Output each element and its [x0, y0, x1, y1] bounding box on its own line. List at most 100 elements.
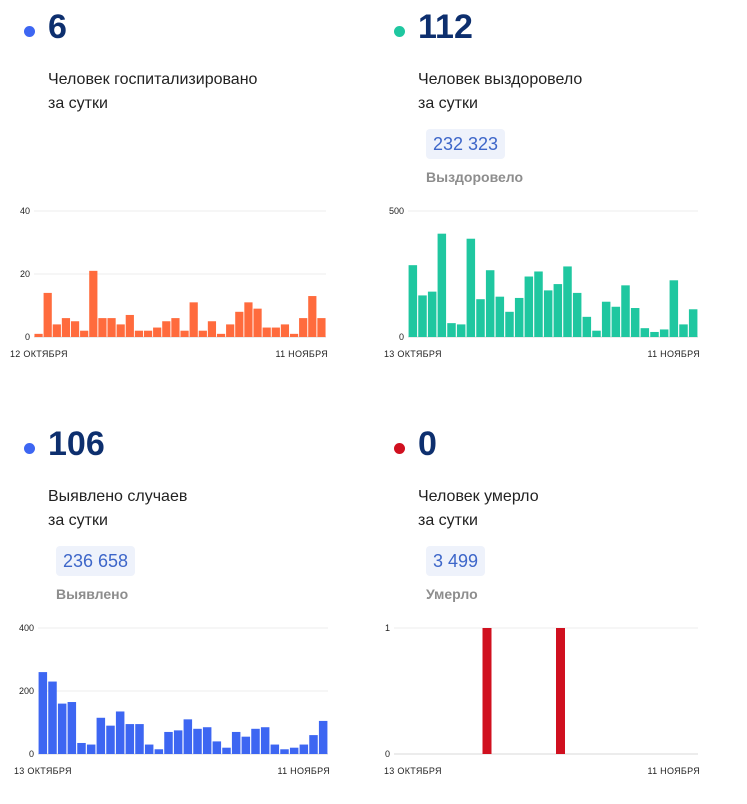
bar [153, 327, 162, 337]
bar [262, 327, 271, 337]
x-start-date-label: 13 ОКТЯБРЯ [14, 766, 72, 776]
recovered-total-badge: 232 323 [426, 129, 506, 159]
bar [679, 324, 688, 337]
bar [135, 724, 144, 754]
bar [418, 295, 427, 337]
bar [270, 744, 280, 754]
bar [621, 285, 630, 337]
bar [437, 233, 447, 337]
legend-dot [394, 26, 405, 37]
bar [207, 321, 217, 337]
bar [556, 628, 565, 754]
deaths-count: 0 [418, 425, 437, 463]
bar [43, 292, 52, 337]
bar [669, 280, 679, 337]
bar [260, 727, 270, 754]
hospitalized-caption: Человек госпитализировано за сутки [48, 71, 258, 112]
recovered-caption: Человек выздоровело за сутки [418, 71, 583, 112]
bar [171, 318, 180, 337]
bar [427, 291, 437, 337]
deaths-caption: Человек умерло за сутки [418, 488, 539, 529]
bar [251, 728, 260, 754]
bar [106, 725, 115, 754]
y-tick-label: 200 [19, 686, 34, 696]
bar [52, 324, 61, 337]
bar [193, 728, 202, 754]
bar [202, 727, 212, 754]
deaths-total-badge: 3 499 [426, 546, 486, 576]
bar [650, 331, 659, 337]
bar [226, 324, 235, 337]
cases-total-label: Выявлено [56, 586, 129, 602]
bar [563, 266, 572, 337]
recovered-chart: 0 500 13 ОКТЯБРЯ 11 НОЯБРЯ [384, 206, 700, 359]
bar [180, 330, 189, 337]
bar [514, 297, 524, 337]
bar [143, 330, 153, 337]
bar [67, 702, 77, 754]
bar [495, 296, 505, 337]
hospitalized-chart: 0 20 40 12 ОКТЯБРЯ 11 НОЯБРЯ [10, 206, 328, 359]
bar [572, 292, 582, 337]
bar [86, 744, 96, 754]
bar [98, 318, 107, 337]
x-start-date-label: 13 ОКТЯБРЯ [384, 766, 442, 776]
bar [216, 333, 226, 337]
bar [630, 308, 640, 337]
y-tick-label: 20 [20, 269, 30, 279]
bar [592, 330, 601, 337]
y-tick-label: 0 [385, 749, 390, 759]
bar [485, 270, 495, 337]
bar [582, 316, 592, 337]
legend-dot [24, 443, 35, 454]
bar [198, 330, 207, 337]
bar [640, 328, 650, 337]
bar [235, 311, 244, 337]
bar [601, 301, 611, 337]
bar [231, 731, 241, 754]
y-tick-label: 40 [20, 206, 30, 216]
hospitalized-count: 6 [48, 8, 67, 46]
cases-total-badge: 236 658 [56, 546, 136, 576]
x-start-date-label: 13 ОКТЯБРЯ [384, 349, 442, 359]
bar [543, 290, 553, 337]
bar [289, 333, 299, 337]
deaths-chart: 0 1 13 ОКТЯБРЯ 11 НОЯБРЯ [384, 623, 700, 776]
bar [299, 318, 308, 337]
bar [299, 744, 309, 754]
bar [70, 321, 80, 337]
bar [447, 323, 456, 337]
bar [466, 238, 476, 337]
bar [222, 747, 231, 754]
bar [289, 747, 299, 754]
y-tick-label: 0 [25, 332, 30, 342]
bar [77, 742, 86, 754]
bar [144, 744, 154, 754]
bar [688, 309, 698, 337]
bar [125, 314, 134, 337]
y-tick-label: 400 [19, 623, 34, 633]
x-start-date-label: 12 ОКТЯБРЯ [10, 349, 68, 359]
cases-chart: 0 200 400 13 ОКТЯБРЯ 11 НОЯБРЯ [14, 623, 330, 776]
bar [80, 330, 89, 337]
bar [134, 330, 144, 337]
bar [309, 735, 318, 754]
bar [505, 311, 514, 337]
bar [162, 321, 171, 337]
bar [659, 329, 669, 337]
bar [308, 296, 317, 337]
x-end-date-label: 11 НОЯБРЯ [647, 766, 700, 776]
bar [244, 302, 253, 337]
bar [280, 324, 290, 337]
bar [89, 270, 98, 337]
bar [553, 284, 563, 337]
bar [38, 672, 48, 754]
bar [116, 324, 125, 337]
legend-dot [24, 26, 35, 37]
bar [173, 730, 183, 754]
bar [408, 265, 418, 337]
legend-dot [394, 443, 405, 454]
x-end-date-label: 11 НОЯБРЯ [277, 766, 330, 776]
bar [61, 318, 71, 337]
x-end-date-label: 11 НОЯБРЯ [647, 349, 700, 359]
